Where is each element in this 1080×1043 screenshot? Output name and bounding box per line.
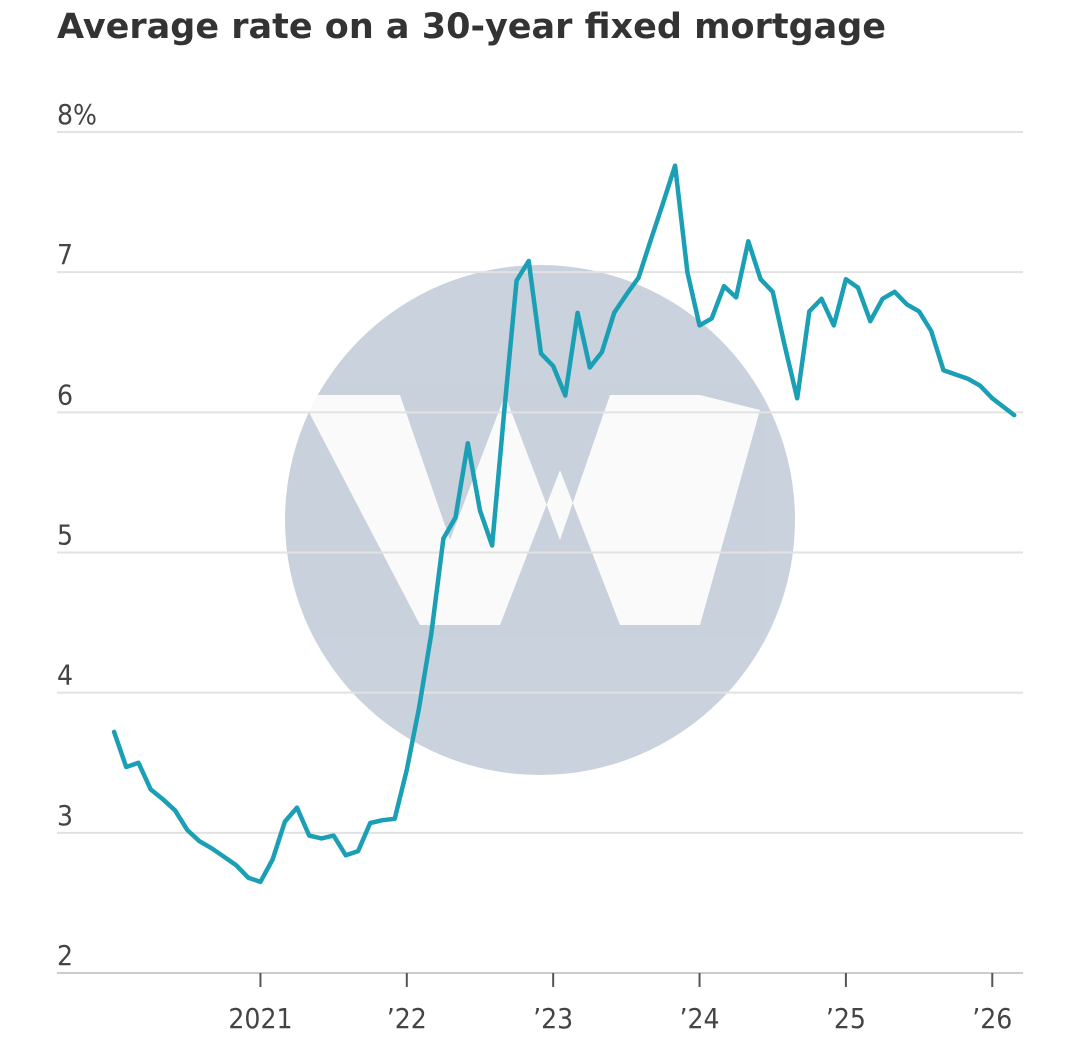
y-tick-label: 3 (57, 799, 73, 832)
rate-line (111, 163, 1017, 885)
watermark (285, 265, 795, 775)
y-tick-label: 2 (57, 939, 73, 972)
x-tick-label: ’24 (680, 1002, 720, 1035)
x-tick-label: ’26 (972, 1002, 1012, 1035)
chart-title: Average rate on a 30-year fixed mortgage (57, 7, 886, 47)
x-tick-label: ’22 (387, 1002, 427, 1035)
y-tick-label: 6 (57, 378, 73, 411)
x-tick-label: 2021 (228, 1002, 292, 1035)
y-tick-label: 8% (57, 98, 97, 131)
x-tick-label: ’25 (826, 1002, 866, 1035)
y-tick-label: 4 (57, 659, 73, 692)
x-tick-label: ’23 (533, 1002, 573, 1035)
y-tick-label: 5 (57, 519, 73, 552)
y-tick-label: 7 (57, 238, 73, 271)
